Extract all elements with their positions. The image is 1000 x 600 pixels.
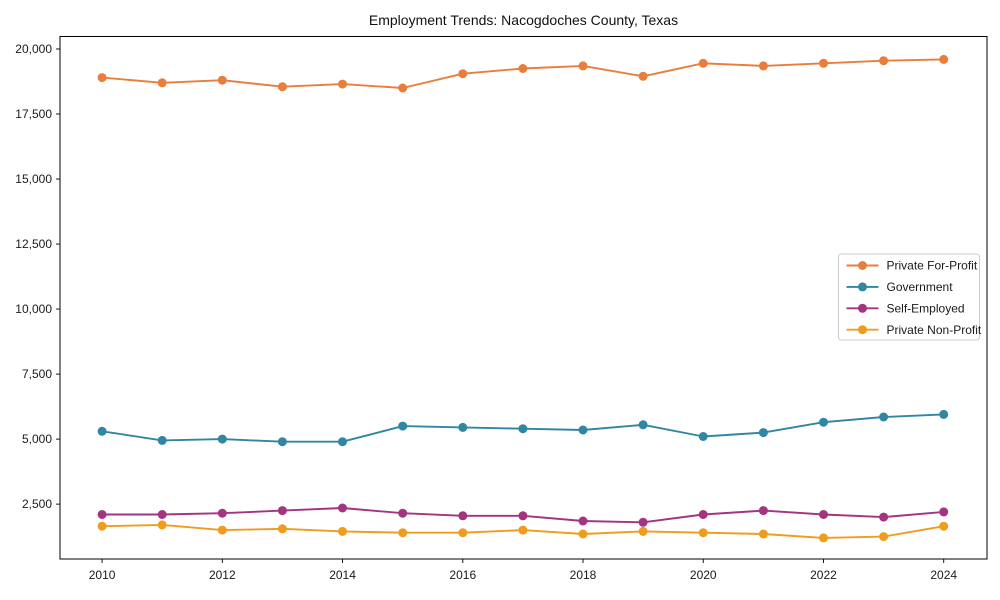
data-point bbox=[458, 422, 468, 432]
legend-marker bbox=[858, 282, 867, 292]
data-point bbox=[157, 435, 167, 445]
data-point bbox=[338, 503, 347, 513]
plot-border bbox=[59, 36, 988, 560]
data-point bbox=[518, 511, 528, 521]
data-point bbox=[518, 64, 528, 73]
data-point bbox=[758, 61, 768, 71]
x-tick-label: 2010 bbox=[89, 568, 116, 582]
legend-marker bbox=[858, 303, 867, 313]
legend-label: Self-Employed bbox=[887, 302, 965, 316]
x-tick-label: 2016 bbox=[449, 568, 476, 582]
data-point bbox=[277, 437, 287, 447]
legend-marker bbox=[858, 261, 867, 270]
data-point bbox=[578, 61, 588, 71]
data-point bbox=[819, 417, 828, 427]
x-tick-label: 2024 bbox=[930, 568, 957, 582]
data-point bbox=[638, 517, 648, 527]
data-point bbox=[819, 510, 828, 519]
data-point bbox=[939, 507, 949, 517]
legend-label: Government bbox=[887, 280, 954, 294]
data-point bbox=[638, 420, 648, 430]
data-point bbox=[939, 521, 949, 531]
data-point bbox=[458, 528, 468, 538]
data-point bbox=[157, 510, 167, 519]
chart-title: Employment Trends: Nacogdoches County, T… bbox=[368, 12, 679, 28]
data-point bbox=[939, 409, 949, 419]
y-tick-label: 15,000 bbox=[15, 172, 52, 186]
legend-box bbox=[838, 253, 980, 341]
data-point bbox=[458, 511, 468, 521]
y-tick-label: 5,000 bbox=[22, 432, 52, 446]
data-point bbox=[458, 69, 468, 79]
data-point bbox=[879, 532, 889, 542]
data-point bbox=[157, 520, 167, 530]
data-point bbox=[398, 528, 408, 538]
data-point bbox=[398, 83, 408, 93]
data-point bbox=[819, 533, 828, 543]
data-point bbox=[97, 510, 107, 519]
data-point bbox=[217, 508, 227, 518]
data-point bbox=[97, 73, 107, 83]
y-tick-label: 2,500 bbox=[22, 497, 52, 511]
data-point bbox=[819, 58, 828, 68]
y-tick-label: 17,500 bbox=[15, 107, 52, 121]
legend-label: Private Non-Profit bbox=[887, 323, 982, 337]
data-point bbox=[698, 528, 708, 538]
data-point bbox=[638, 71, 648, 81]
data-point bbox=[518, 525, 528, 535]
x-tick-label: 2012 bbox=[209, 568, 236, 582]
data-point bbox=[398, 508, 408, 518]
data-point bbox=[338, 79, 347, 89]
data-point bbox=[879, 56, 889, 66]
x-tick-label: 2018 bbox=[570, 568, 597, 582]
data-point bbox=[879, 512, 889, 522]
data-point bbox=[879, 412, 889, 422]
data-point bbox=[97, 521, 107, 531]
data-point bbox=[698, 432, 708, 441]
y-tick-label: 7,500 bbox=[22, 367, 52, 381]
data-point bbox=[217, 434, 227, 444]
y-tick-label: 12,500 bbox=[15, 237, 52, 251]
x-tick-label: 2020 bbox=[690, 568, 717, 582]
legend-label: Private For-Profit bbox=[887, 259, 978, 273]
data-point bbox=[277, 82, 287, 92]
data-point bbox=[277, 524, 287, 534]
x-tick-label: 2014 bbox=[329, 568, 356, 582]
data-point bbox=[338, 526, 347, 536]
data-point bbox=[939, 54, 949, 64]
data-point bbox=[698, 510, 708, 519]
data-point bbox=[758, 428, 768, 438]
y-tick-label: 10,000 bbox=[15, 302, 52, 316]
data-point bbox=[578, 529, 588, 539]
x-tick-label: 2022 bbox=[810, 568, 837, 582]
data-point bbox=[157, 78, 167, 88]
data-point bbox=[578, 516, 588, 526]
data-point bbox=[758, 506, 768, 516]
data-point bbox=[217, 75, 227, 85]
data-point bbox=[698, 58, 708, 68]
data-point bbox=[518, 424, 528, 434]
data-point bbox=[338, 437, 347, 447]
data-point bbox=[578, 425, 588, 435]
data-point bbox=[277, 506, 287, 516]
data-point bbox=[398, 421, 408, 431]
data-point bbox=[217, 525, 227, 535]
data-point bbox=[638, 526, 648, 536]
legend-marker bbox=[858, 325, 867, 335]
data-point bbox=[758, 529, 768, 539]
y-tick-label: 20,000 bbox=[15, 42, 52, 56]
data-point bbox=[97, 426, 107, 436]
